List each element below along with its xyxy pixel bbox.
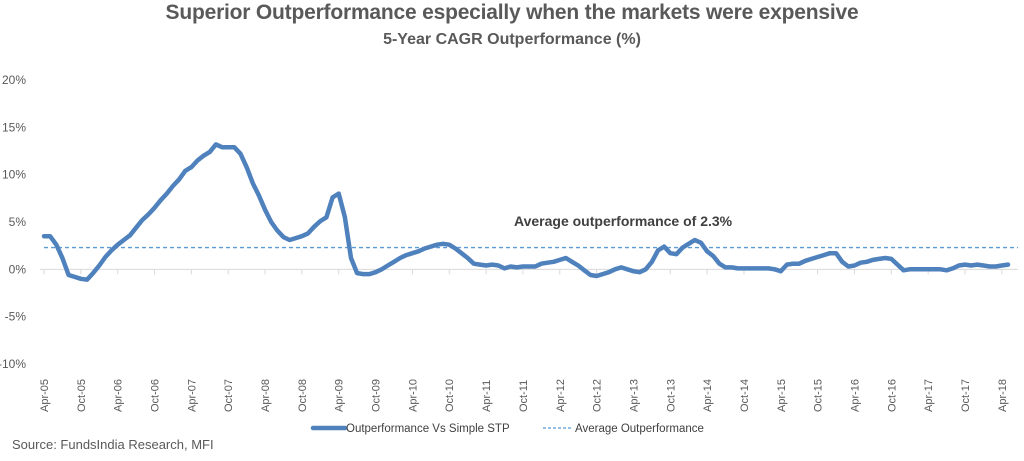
legend-label-average: Average Outperformance — [575, 423, 704, 435]
x-tick-label: Oct-09 — [371, 379, 383, 412]
x-tick-label: Oct-13 — [665, 379, 677, 412]
x-tick-label: Apr-11 — [481, 380, 493, 412]
x-tick-label: Apr-10 — [407, 379, 419, 412]
x-tick-label: Apr-15 — [776, 379, 788, 412]
x-tick-label: Oct-12 — [592, 379, 604, 412]
x-tick-label: Oct-11 — [518, 380, 530, 412]
y-tick-label: 20% — [2, 73, 26, 87]
x-tick-label: Oct-17 — [960, 379, 972, 412]
x-tick-label: Oct-10 — [444, 379, 456, 412]
x-tick-label: Apr-13 — [628, 379, 640, 412]
source-note: Source: FundsIndia Research, MFI — [12, 437, 214, 452]
series-group — [41, 142, 1018, 282]
x-tick-label: Oct-16 — [886, 379, 898, 412]
x-tick-label: Apr-14 — [702, 379, 714, 412]
outperformance-line — [41, 142, 1011, 282]
y-tick-label: -10% — [0, 357, 26, 371]
x-tick-label: Oct-14 — [739, 379, 751, 412]
y-axis: 20% 15% 10% 5% 0% -5% -10% — [0, 73, 26, 371]
legend-label-outperformance: Outperformance Vs Simple STP — [346, 423, 510, 435]
average-annotation: Average outperformance of 2.3% — [514, 213, 733, 229]
x-tick-label: Oct-08 — [297, 379, 309, 412]
chart-title: Superior Outperformance especially when … — [165, 1, 859, 24]
x-tick-label: Apr-17 — [923, 379, 935, 412]
x-tick-label: Apr-06 — [113, 379, 125, 412]
x-tick-label: Oct-06 — [150, 379, 162, 412]
x-tick-labels: Apr-05 Oct-05 Apr-06 Oct-06 Apr-07 Oct-07 Apr-… — [39, 379, 1009, 412]
y-tick-label: 5% — [9, 215, 27, 229]
y-tick-label: 15% — [2, 120, 26, 134]
legend: Outperformance Vs Simple STP Average Out… — [310, 423, 704, 435]
y-tick-label: -5% — [5, 310, 27, 324]
x-tick-label: Apr-07 — [186, 379, 198, 412]
x-tick-label: Oct-15 — [813, 379, 825, 412]
y-tick-label: 0% — [9, 262, 27, 276]
x-tick-label: Oct-05 — [76, 379, 88, 412]
y-tick-label: 10% — [2, 168, 26, 182]
x-tick-label: Apr-09 — [334, 379, 346, 412]
x-tick-label: Apr-16 — [849, 379, 861, 412]
x-tick-label: Apr-18 — [997, 379, 1009, 412]
chart-subtitle: 5-Year CAGR Outperformance (%) — [383, 31, 641, 48]
x-axis — [40, 268, 1018, 275]
x-tick-label: Apr-05 — [39, 379, 51, 412]
x-tick-label: Oct-07 — [223, 379, 235, 412]
x-tick-label: Apr-12 — [555, 379, 567, 412]
x-tick-label: Apr-08 — [260, 379, 272, 412]
